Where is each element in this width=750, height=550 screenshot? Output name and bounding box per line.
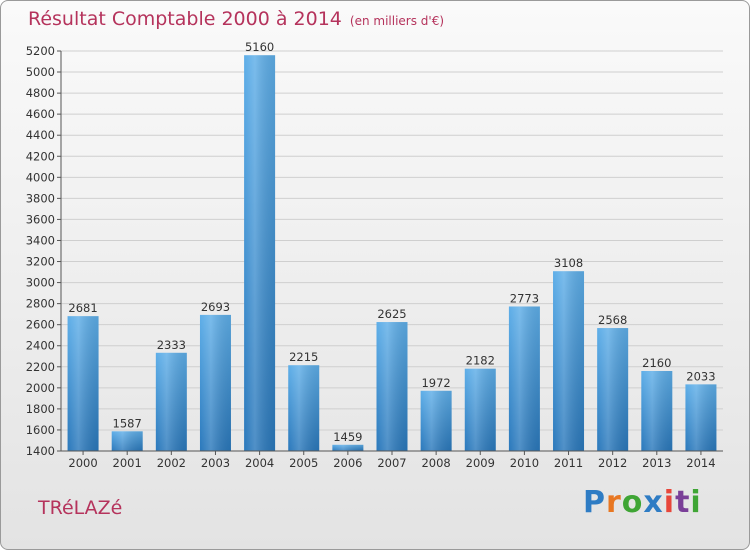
bar-shade-2012 — [597, 328, 629, 451]
y-tick-label: 2200 — [26, 360, 55, 374]
bar-shade-2003 — [199, 314, 231, 451]
y-tick-label: 3800 — [26, 191, 55, 205]
bar-shade-2002 — [155, 352, 187, 451]
x-tick-label: 2014 — [686, 456, 715, 470]
bar-shade-2010 — [508, 306, 540, 451]
bar-shade-2007 — [376, 322, 408, 451]
x-tick-label: 2006 — [333, 456, 362, 470]
bar-shade-2005 — [288, 365, 320, 451]
x-tick-label: 2011 — [554, 456, 583, 470]
x-tick-label: 2002 — [157, 456, 186, 470]
x-tick-label: 2008 — [421, 456, 450, 470]
bar-shade-2009 — [464, 368, 496, 451]
bar-shade-2004 — [244, 55, 276, 452]
logo-letter: x — [643, 485, 664, 520]
value-label: 5160 — [245, 40, 274, 54]
y-tick-label: 4800 — [26, 86, 55, 100]
bar-shade-2013 — [641, 371, 673, 451]
bar-shade-2014 — [685, 384, 717, 451]
y-tick-label: 3600 — [26, 212, 55, 226]
x-tick-label: 2010 — [510, 456, 539, 470]
logo-letter: i — [663, 485, 676, 520]
value-label: 2625 — [377, 307, 406, 321]
x-tick-label: 2009 — [466, 456, 495, 470]
bar-shade-2006 — [332, 444, 364, 451]
logo-letter: r — [606, 485, 622, 520]
value-label: 3108 — [554, 256, 583, 270]
value-label: 1587 — [113, 416, 142, 430]
logo-letter: t — [675, 485, 691, 520]
y-tick-label: 3400 — [26, 233, 55, 247]
x-tick-label: 2012 — [598, 456, 627, 470]
logo-letter: o — [621, 485, 644, 520]
y-tick-label: 2400 — [26, 339, 55, 353]
bar-shade-2000 — [67, 316, 99, 451]
x-tick-label: 2000 — [68, 456, 97, 470]
value-label: 2568 — [598, 313, 627, 327]
logo-letter: P — [583, 485, 606, 520]
value-label: 1972 — [421, 376, 450, 390]
location-name: TRéLAZé — [38, 497, 123, 519]
chart-subtitle: (en milliers d'€) — [349, 14, 445, 28]
value-label: 1459 — [333, 430, 362, 444]
value-label: 2182 — [466, 354, 495, 368]
x-tick-label: 2013 — [642, 456, 671, 470]
x-tick-label: 2004 — [245, 456, 274, 470]
y-tick-label: 4400 — [26, 128, 55, 142]
y-tick-label: 2000 — [26, 381, 55, 395]
value-label: 2160 — [642, 356, 671, 370]
x-tick-label: 2001 — [113, 456, 142, 470]
value-label: 2033 — [686, 369, 715, 383]
y-tick-label: 5000 — [26, 65, 55, 79]
bar-shade-2008 — [420, 390, 452, 451]
y-tick-label: 4000 — [26, 170, 55, 184]
y-tick-label: 2600 — [26, 318, 55, 332]
y-tick-label: 5200 — [26, 44, 55, 58]
y-tick-label: 3200 — [26, 255, 55, 269]
y-tick-label: 2800 — [26, 297, 55, 311]
chart-title: Résultat Comptable 2000 à 2014 (en millie… — [28, 8, 444, 30]
chart-title-text: Résultat Comptable 2000 à 2014 — [28, 8, 342, 30]
y-tick-label: 1800 — [26, 402, 55, 416]
x-tick-label: 2003 — [201, 456, 230, 470]
x-tick-label: 2005 — [289, 456, 318, 470]
proxiti-logo: Proxiti — [583, 485, 702, 520]
value-label: 2773 — [510, 291, 539, 305]
bar-shade-2001 — [111, 431, 143, 451]
value-label: 2681 — [68, 301, 97, 315]
y-tick-label: 1600 — [26, 423, 55, 437]
y-tick-label: 1400 — [26, 444, 55, 458]
bar-shade-2011 — [553, 271, 585, 451]
y-tick-label: 4600 — [26, 107, 55, 121]
value-label: 2693 — [201, 300, 230, 314]
y-tick-label: 3000 — [26, 276, 55, 290]
value-label: 2215 — [289, 350, 318, 364]
value-label: 2333 — [157, 338, 186, 352]
y-tick-label: 4200 — [26, 149, 55, 163]
logo-letter: i — [690, 485, 702, 520]
x-tick-label: 2007 — [377, 456, 406, 470]
